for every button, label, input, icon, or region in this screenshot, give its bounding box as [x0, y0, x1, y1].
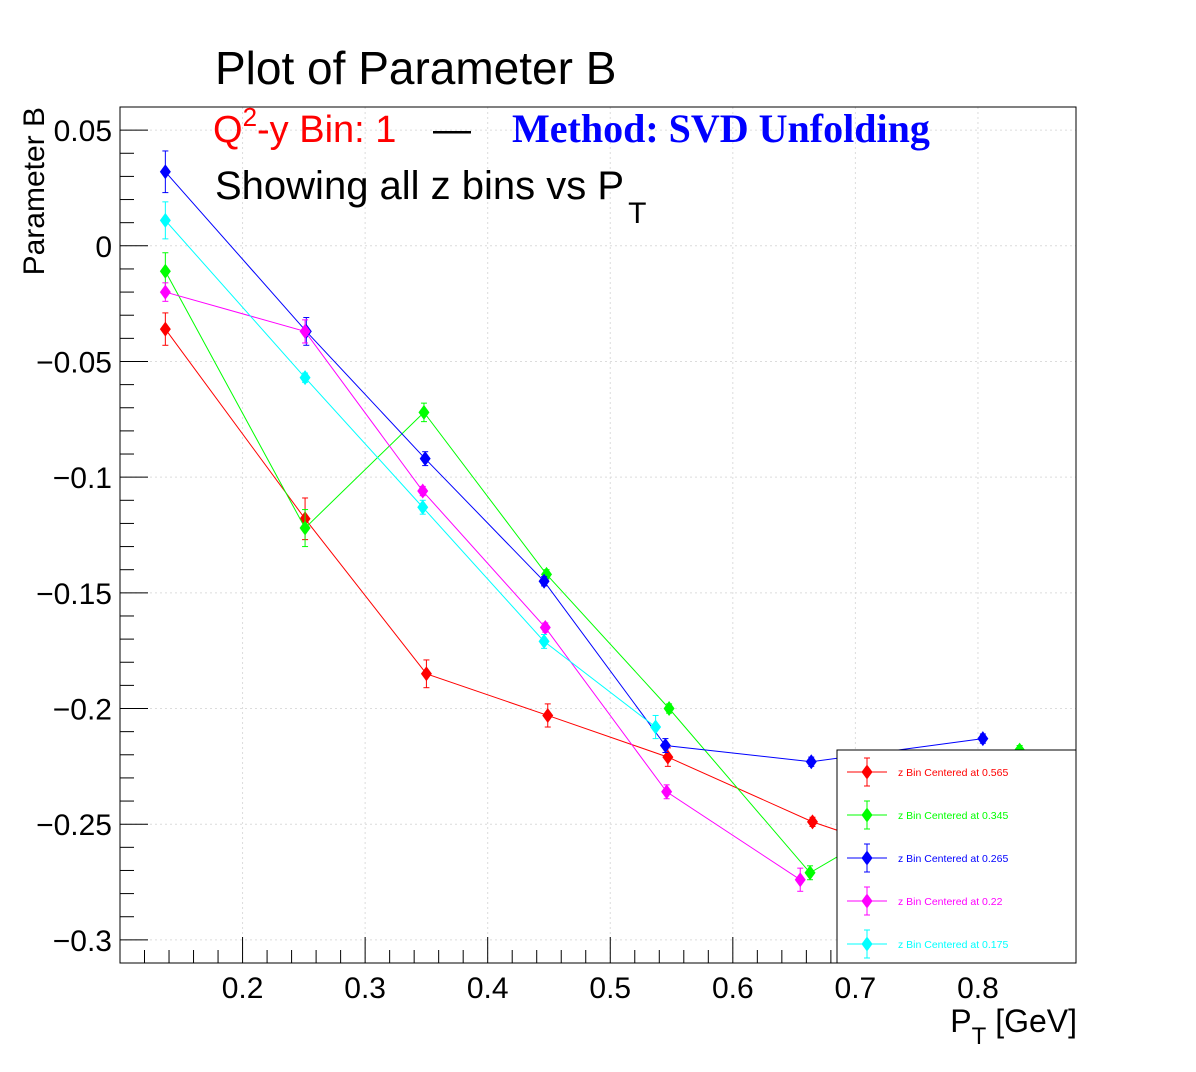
series-layer	[159, 150, 1026, 892]
data-point	[662, 749, 674, 765]
data-point	[299, 520, 311, 536]
legend-label: z Bin Centered at 0.345	[898, 810, 1008, 822]
legend-label: z Bin Centered at 0.22	[898, 896, 1003, 908]
data-point	[417, 483, 429, 499]
subtitle-separator: —	[433, 109, 471, 151]
data-point	[159, 321, 171, 337]
data-point	[659, 738, 671, 754]
data-point	[419, 451, 431, 467]
method-subtitle: Method: SVD Unfolding	[512, 106, 930, 151]
data-point	[663, 701, 675, 717]
data-point	[794, 872, 806, 888]
y-tick-label: −0.3	[53, 925, 112, 958]
data-point	[539, 620, 551, 636]
data-point	[538, 573, 550, 589]
y-tick-label: −0.1	[53, 462, 112, 495]
x-tick-label: 0.6	[712, 972, 754, 1005]
y-tick-label: −0.05	[36, 346, 112, 379]
x-axis-label: PT [GeV]	[950, 1003, 1077, 1050]
data-point	[804, 865, 816, 881]
x-tick-label: 0.8	[957, 972, 999, 1005]
series-line	[165, 291, 801, 881]
data-point	[159, 212, 171, 228]
data-point	[420, 666, 432, 682]
x-tick-label: 0.2	[222, 972, 264, 1005]
series-3	[159, 282, 806, 892]
bin-subtitle: Q2-y Bin: 1	[213, 102, 396, 151]
data-point	[299, 370, 311, 386]
y-axis-label: Parameter B	[18, 107, 51, 275]
series-4	[159, 201, 662, 740]
x-tick-labels: 0.2 0.3 0.4 0.5 0.6 0.7 0.8	[222, 972, 999, 1005]
legend: z Bin Centered at 0.565 z Bin Centered at…	[836, 749, 1077, 964]
data-point	[542, 707, 554, 723]
y-tick-label: 0.05	[54, 115, 112, 148]
legend-marker	[861, 850, 873, 866]
data-point	[977, 731, 989, 747]
legend-marker	[861, 807, 873, 823]
legend-box	[836, 749, 1077, 964]
legend-label: z Bin Centered at 0.565	[898, 767, 1008, 779]
data-point	[806, 814, 818, 830]
y-tick-labels: 0.05 0 −0.05 −0.1 −0.15 −0.2 −0.25 −0.3	[36, 115, 112, 958]
data-point	[538, 633, 550, 649]
x-tick-label: 0.4	[467, 972, 509, 1005]
axis-ticks	[120, 106, 1052, 964]
legend-label: z Bin Centered at 0.265	[898, 853, 1008, 865]
y-tick-label: 0	[95, 231, 112, 264]
data-point	[159, 284, 171, 300]
plot-frame	[119, 106, 1077, 964]
data-point	[299, 323, 311, 339]
chart-title: Plot of Parameter B	[215, 42, 616, 94]
data-point	[417, 499, 429, 515]
x-tick-label: 0.5	[589, 972, 631, 1005]
legend-marker	[861, 764, 873, 780]
y-tick-label: −0.15	[36, 578, 112, 611]
legend-marker	[861, 893, 873, 909]
data-point	[418, 404, 430, 420]
showing-subtitle: Showing all z bins vs PT	[215, 164, 646, 230]
data-point	[650, 719, 662, 735]
y-tick-label: −0.25	[36, 809, 112, 842]
data-point	[805, 754, 817, 770]
x-tick-label: 0.3	[344, 972, 386, 1005]
legend-marker	[861, 936, 873, 952]
y-tick-label: −0.2	[53, 694, 112, 727]
data-point	[159, 263, 171, 279]
legend-label: z Bin Centered at 0.175	[898, 939, 1008, 951]
data-point	[159, 164, 171, 180]
data-point	[661, 784, 673, 800]
x-tick-label: 0.7	[835, 972, 877, 1005]
